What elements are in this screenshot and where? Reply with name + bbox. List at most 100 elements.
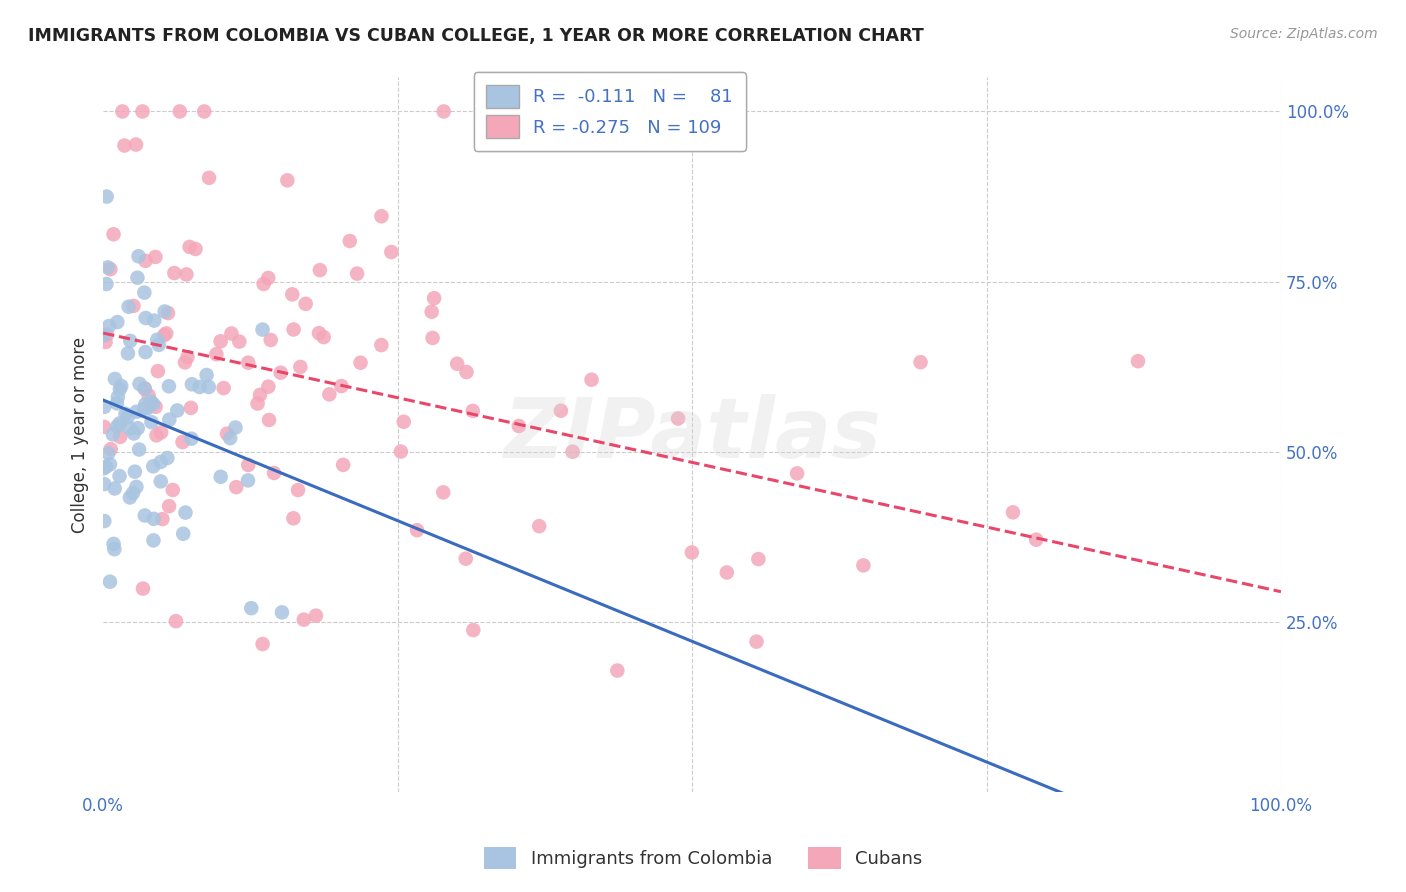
- Point: [152, 512, 174, 526]
- Point: [212, 381, 235, 395]
- Point: [98, 262, 121, 277]
- Point: [271, 606, 294, 620]
- Point: [180, 377, 202, 392]
- Point: [180, 432, 202, 446]
- Point: [446, 357, 468, 371]
- Text: ZIPatlas: ZIPatlas: [503, 394, 882, 475]
- Point: [148, 338, 170, 352]
- Point: [392, 415, 415, 429]
- Point: [149, 455, 172, 469]
- Point: [184, 242, 207, 256]
- Point: [97, 260, 120, 275]
- Point: [276, 173, 298, 187]
- Point: [339, 234, 361, 248]
- Point: [125, 405, 148, 419]
- Point: [786, 467, 808, 481]
- Point: [114, 138, 136, 153]
- Point: [305, 608, 328, 623]
- Point: [681, 545, 703, 559]
- Point: [141, 415, 163, 429]
- Point: [128, 376, 150, 391]
- Point: [94, 334, 117, 349]
- Point: [172, 435, 194, 450]
- Point: [117, 410, 139, 425]
- Point: [606, 664, 628, 678]
- Point: [103, 537, 125, 551]
- Point: [150, 425, 173, 440]
- Point: [155, 326, 177, 341]
- Point: [124, 465, 146, 479]
- Point: [225, 480, 247, 494]
- Point: [134, 382, 156, 396]
- Point: [128, 442, 150, 457]
- Point: [114, 407, 136, 421]
- Point: [118, 421, 141, 435]
- Point: [174, 506, 197, 520]
- Point: [139, 394, 162, 409]
- Point: [666, 411, 689, 425]
- Point: [432, 485, 454, 500]
- Point: [1025, 533, 1047, 547]
- Point: [312, 330, 335, 344]
- Point: [104, 372, 127, 386]
- Point: [292, 613, 315, 627]
- Point: [463, 623, 485, 637]
- Point: [166, 403, 188, 417]
- Point: [93, 400, 115, 414]
- Point: [283, 322, 305, 336]
- Point: [138, 388, 160, 402]
- Point: [122, 486, 145, 500]
- Point: [561, 444, 583, 458]
- Point: [157, 412, 180, 426]
- Point: [346, 267, 368, 281]
- Point: [122, 426, 145, 441]
- Point: [330, 379, 353, 393]
- Point: [257, 379, 280, 393]
- Text: Source: ZipAtlas.com: Source: ZipAtlas.com: [1230, 27, 1378, 41]
- Point: [198, 380, 221, 394]
- Point: [252, 637, 274, 651]
- Point: [153, 328, 176, 343]
- Point: [165, 614, 187, 628]
- Point: [103, 542, 125, 557]
- Point: [281, 287, 304, 301]
- Point: [98, 458, 121, 472]
- Legend: Immigrants from Colombia, Cubans: Immigrants from Colombia, Cubans: [475, 838, 931, 879]
- Point: [108, 382, 131, 396]
- Point: [127, 421, 149, 435]
- Point: [456, 365, 478, 379]
- Point: [318, 387, 340, 401]
- Point: [422, 331, 444, 345]
- Point: [195, 368, 218, 382]
- Point: [163, 266, 186, 280]
- Point: [153, 304, 176, 318]
- Point: [142, 459, 165, 474]
- Point: [146, 333, 169, 347]
- Point: [103, 227, 125, 242]
- Point: [101, 427, 124, 442]
- Point: [380, 245, 402, 260]
- Point: [193, 104, 215, 119]
- Point: [105, 419, 128, 434]
- Point: [852, 558, 875, 573]
- Point: [209, 470, 232, 484]
- Point: [370, 209, 392, 223]
- Point: [117, 346, 139, 360]
- Point: [135, 253, 157, 268]
- Point: [508, 419, 530, 434]
- Point: [180, 401, 202, 415]
- Point: [93, 461, 115, 475]
- Point: [249, 388, 271, 402]
- Point: [128, 249, 150, 263]
- Point: [1126, 354, 1149, 368]
- Point: [105, 396, 128, 410]
- Point: [134, 345, 156, 359]
- Point: [125, 480, 148, 494]
- Point: [433, 104, 456, 119]
- Point: [149, 475, 172, 489]
- Point: [157, 499, 180, 513]
- Point: [454, 551, 477, 566]
- Point: [96, 189, 118, 203]
- Point: [260, 333, 283, 347]
- Point: [142, 533, 165, 548]
